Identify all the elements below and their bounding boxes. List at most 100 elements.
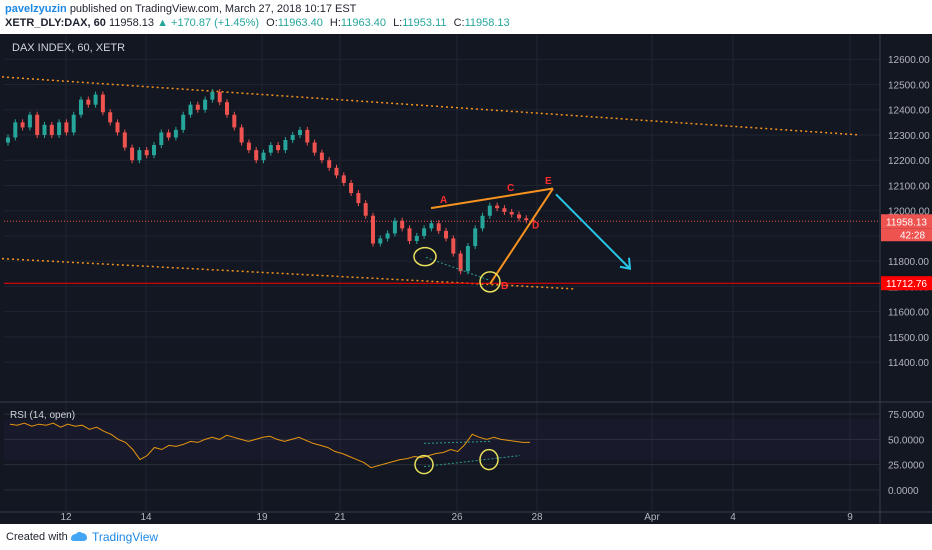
time-tick-label: 19 — [256, 512, 268, 523]
time-axis[interactable]: 12 14 19 21 26 28 Apr 4 9 — [60, 512, 853, 523]
candle-body — [144, 150, 149, 156]
candle-body — [283, 140, 288, 151]
candle-body — [480, 215, 485, 229]
candle-body — [100, 94, 105, 113]
footer: Created with TradingView — [0, 524, 932, 550]
low-marker-ellipse — [479, 271, 501, 293]
grid-lines — [0, 34, 932, 524]
candle-body — [35, 114, 40, 135]
candle-body — [115, 122, 120, 133]
trendline-upper — [1, 76, 861, 136]
projection-arrow-head — [619, 257, 632, 270]
price-chart[interactable]: DAX INDEX, 60, XETR A B C D E RSI (14, open)… — [0, 34, 932, 524]
high-label: H: — [329, 17, 341, 29]
ohlc-info: XETR_DLY:DAX, 60 11958.13 ▲ +170.87 (+1.… — [5, 17, 510, 31]
candlestick-series — [6, 89, 536, 275]
candle-body — [414, 235, 419, 241]
candle-body — [495, 205, 500, 209]
last-price-badge — [881, 214, 932, 229]
candle-body — [64, 122, 69, 133]
candle-body — [166, 132, 171, 138]
candle-body — [173, 129, 178, 138]
candle-body — [371, 215, 375, 244]
time-tick-label: Apr — [644, 512, 660, 523]
rsi-low-ellipse — [479, 448, 499, 471]
chart-area[interactable]: DAX INDEX, 60, XETR A B C D E RSI (14, open)… — [0, 34, 932, 524]
candle-body — [159, 132, 164, 146]
candle-body — [181, 114, 186, 130]
candle-body — [429, 223, 434, 229]
projection-arrow-line — [555, 193, 631, 270]
pattern-label-c: C — [507, 183, 514, 194]
candle-body — [42, 124, 47, 135]
candle-body — [327, 160, 332, 168]
low-marker-ellipse — [413, 246, 437, 267]
rsi-tick-label: 50.0000 — [888, 435, 925, 446]
candle-body — [20, 122, 25, 128]
pattern-line-upper — [430, 187, 554, 210]
time-tick-label: 28 — [531, 512, 543, 523]
rsi-tick-label: 75.0000 — [888, 410, 925, 421]
candle-body — [79, 99, 83, 115]
pattern-label-e: E — [545, 176, 552, 187]
publish-text: published on TradingView.com, March 27, … — [69, 3, 357, 15]
candle-body — [531, 220, 536, 222]
time-tick-label: 9 — [847, 512, 853, 523]
candle-body — [524, 218, 529, 221]
price-tick-label: 12500.00 — [888, 80, 930, 91]
close-label: C: — [453, 17, 465, 29]
candle-body — [130, 147, 135, 161]
trendline-lower — [1, 257, 576, 290]
candle-body — [444, 230, 448, 239]
candle-body — [6, 137, 10, 143]
candle-body — [319, 152, 324, 161]
price-tick-label: 12400.00 — [888, 106, 930, 117]
candle-body — [400, 220, 405, 229]
tradingview-link[interactable]: TradingView — [92, 530, 159, 544]
author-name[interactable]: pavelzyuzin — [5, 3, 67, 15]
candle-body — [217, 92, 222, 103]
drawing-tools: A B C D E — [413, 176, 632, 293]
candle-body — [137, 150, 142, 161]
pattern-label-d: D — [532, 220, 539, 231]
price-tick-label: 12600.00 — [888, 55, 930, 66]
rsi-divergence-upper — [423, 440, 491, 444]
candle-body — [108, 112, 113, 123]
price-tick-label: 11800.00 — [888, 257, 929, 268]
publish-info: pavelzyuzin published on TradingView.com… — [5, 3, 356, 17]
candle-body — [261, 152, 266, 161]
price-tick-label: 11500.00 — [888, 333, 929, 344]
candle-body — [276, 145, 281, 151]
candle-body — [422, 228, 427, 236]
candle-body — [349, 182, 354, 194]
price-axis[interactable]: 12600.00 12500.00 12400.00 12300.00 12200.00… — [881, 55, 932, 497]
candle-body — [203, 99, 208, 110]
candle-body — [122, 132, 127, 148]
candle-body — [436, 223, 441, 231]
countdown-badge — [881, 228, 932, 242]
candle-body — [188, 104, 193, 115]
candle-body — [152, 145, 156, 156]
candle-body — [465, 246, 470, 272]
price-tick-label: 12200.00 — [888, 156, 930, 167]
candle-body — [93, 94, 98, 105]
tradingview-logo-icon[interactable] — [70, 531, 88, 542]
candle-body — [451, 238, 456, 254]
candle-body — [210, 92, 215, 100]
divergence-line-price — [425, 256, 490, 281]
candle-body — [341, 175, 346, 183]
candle-body — [407, 228, 412, 241]
last-price: 11958.13 — [108, 17, 155, 29]
candle-body — [290, 134, 295, 141]
rsi-low-ellipse — [414, 454, 434, 475]
candle-body — [246, 142, 251, 151]
candle-body — [57, 122, 62, 135]
pattern-label-a: A — [440, 195, 447, 206]
low-value: 11953.11 — [402, 17, 447, 29]
candle-body — [392, 220, 397, 234]
rsi-line — [9, 422, 530, 469]
time-tick-label: 21 — [334, 512, 346, 523]
candle-body — [239, 127, 244, 143]
candle-body — [502, 208, 507, 212]
open-value: 11963.40 — [277, 17, 323, 29]
